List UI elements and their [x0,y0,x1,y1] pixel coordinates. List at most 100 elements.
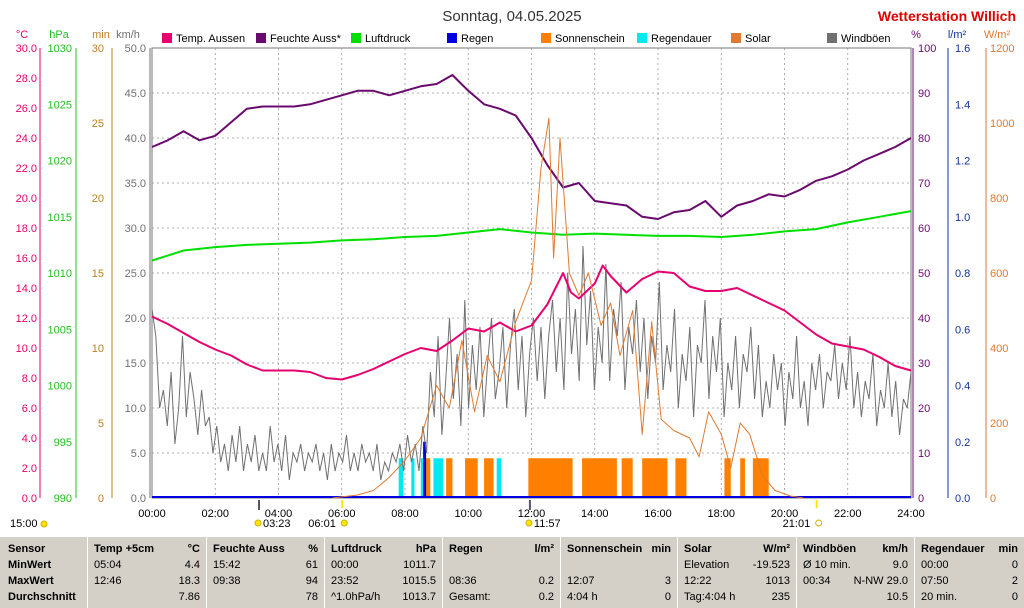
solar-axis-tick: 1200 [990,43,1014,55]
marker-label: 06:01 [308,518,336,530]
min-axis-tick: 25 [92,118,104,130]
solar-axis-tick: 600 [990,268,1008,280]
press-axis-tick: 1030 [48,43,72,55]
rain-axis-tick: 0.2 [955,437,970,449]
unit-wind: km/h [116,29,140,41]
wind-axis-tick: 25.0 [125,268,146,280]
stats-cell-value: 61 [305,559,318,571]
stats-cell-value: 2 [1011,575,1018,587]
stats-section-unit: l/m² [534,543,554,555]
stats-section-title: Sonnenschein [567,543,643,555]
stats-cell-value: 0 [1011,559,1018,571]
stats-section-unit: min [998,543,1018,555]
stats-cell-label: Ø 10 min. [803,559,851,571]
solar-axis-tick: 1000 [990,118,1014,130]
press-axis-tick: 1005 [48,324,72,336]
rain-duration-block [411,458,415,498]
rain-duration-block [433,458,443,498]
legend-swatch [351,33,361,43]
marker-label: 21:01 [783,518,811,530]
wind-axis-tick: 10.0 [125,403,146,415]
stats-cell-value: -19.523 [752,559,790,571]
temp-axis-tick: 30.0 [16,43,37,55]
stats-section: Sonnenschein min 12:07 3 4:04 h 0 [560,537,678,608]
stats-cell-value: 235 [771,591,790,603]
rain-axis-tick: 0.6 [955,324,970,336]
sunshine-block [675,458,687,498]
stats-cell-label: 00:00 [921,559,949,571]
stats-cell-label: Gesamt: [449,591,491,603]
press-axis-tick: 1000 [48,381,72,393]
unit-solar: W/m² [984,29,1011,41]
rain-duration-block [496,458,502,498]
temp-axis-tick: 16.0 [16,253,37,265]
sunshine-block [752,458,769,498]
hum-axis-tick: 50 [918,268,930,280]
legend-swatch [162,33,172,43]
x-tick-label: 18:00 [707,508,735,520]
series-line [151,74,912,220]
hum-axis-tick: 70 [918,178,930,190]
panel-label-sensor: Sensor [8,543,46,555]
stats-cell-label: 00:00 [331,559,359,571]
legend-swatch [541,33,551,43]
legend-swatch [637,33,647,43]
sunshine-block [582,458,617,498]
stats-cell-value: 18.3 [178,575,200,587]
hum-axis-tick: 0 [918,493,924,505]
stats-cell-label: ^1.0hPa/h [331,591,381,603]
wind-axis-tick: 50.0 [125,43,146,55]
marker-label: 03:23 [263,518,291,530]
stats-section: Feuchte Auss% 15:42 61 09:38 94 78 [206,537,325,608]
stats-cell-value: 7.86 [178,591,200,603]
sunshine-block [621,458,633,498]
stats-cell-value: 1015.5 [402,575,436,587]
stats-cell-label: 12:46 [94,575,122,587]
wind-axis-tick: 40.0 [125,133,146,145]
chart-legend: Temp. Aussen Feuchte Auss* Luftdruck Regen S… [162,33,891,45]
stats-section-unit: W/m² [763,543,790,555]
temp-axis-tick: 6.0 [22,403,37,415]
hum-axis-tick: 60 [918,223,930,235]
unit-rain: l/m² [948,29,967,41]
stats-cell-label: 08:36 [449,575,477,587]
stats-cell-value: 94 [305,575,318,587]
wind-axis-tick: 15.0 [125,358,146,370]
min-axis-tick: 20 [92,193,104,205]
temp-axis-tick: 20.0 [16,193,37,205]
chart-axes: 0.0 2.0 4.0 6.0 8.0 10.0 12.0 14.0 16.0 18.0 20.0 2… [16,43,1015,505]
temp-axis-tick: 28.0 [16,73,37,85]
gust-series [151,245,912,481]
stats-cell-value: 0.2 [538,591,554,603]
legend-label: Regen [461,33,493,45]
stats-section: Temp +5cm °C 05:04 4.4 12:46 18.3 7.86 [87,537,207,608]
rain-duration-block [420,458,424,498]
legend-label: Regendauer [651,33,712,45]
rain-axis-tick: 0.8 [955,268,970,280]
unit-min: min [92,29,110,41]
sun-icon [340,519,348,527]
stats-cell-label: 20 min. [921,591,958,603]
stats-section-unit: hPa [415,543,436,555]
panel-label-avg: Durchschnitt [8,591,76,603]
stats-cell-value: 3 [664,575,671,587]
x-tick-label: 10:00 [454,508,482,520]
solar-axis-tick: 400 [990,343,1008,355]
stats-cell-label: 4:04 h [567,591,598,603]
min-axis-tick: 5 [98,418,104,430]
stats-section: Regen l/m² 08:36 0.2 Gesamt: 0.2 [442,537,561,608]
unit-temp: °C [16,29,28,41]
temp-axis-tick: 18.0 [16,223,37,235]
x-tick-label: 02:00 [201,508,229,520]
unit-press: hPa [49,29,69,41]
hum-axis-tick: 40 [918,313,930,325]
stats-section: Luftdruck hPa 00:00 1011.7 23:52 1015.5 ^1.0hP… [324,537,443,608]
hum-axis-tick: 30 [918,358,930,370]
rain-bar [423,441,427,498]
wind-axis-tick: 35.0 [125,178,146,190]
hum-axis-tick: 80 [918,133,930,145]
min-axis-tick: 10 [92,343,104,355]
hum-axis-tick: 90 [918,88,930,100]
stats-cell-label: Tag:4:04 h [684,591,736,603]
stats-cell-label: 00:34 [803,575,831,587]
